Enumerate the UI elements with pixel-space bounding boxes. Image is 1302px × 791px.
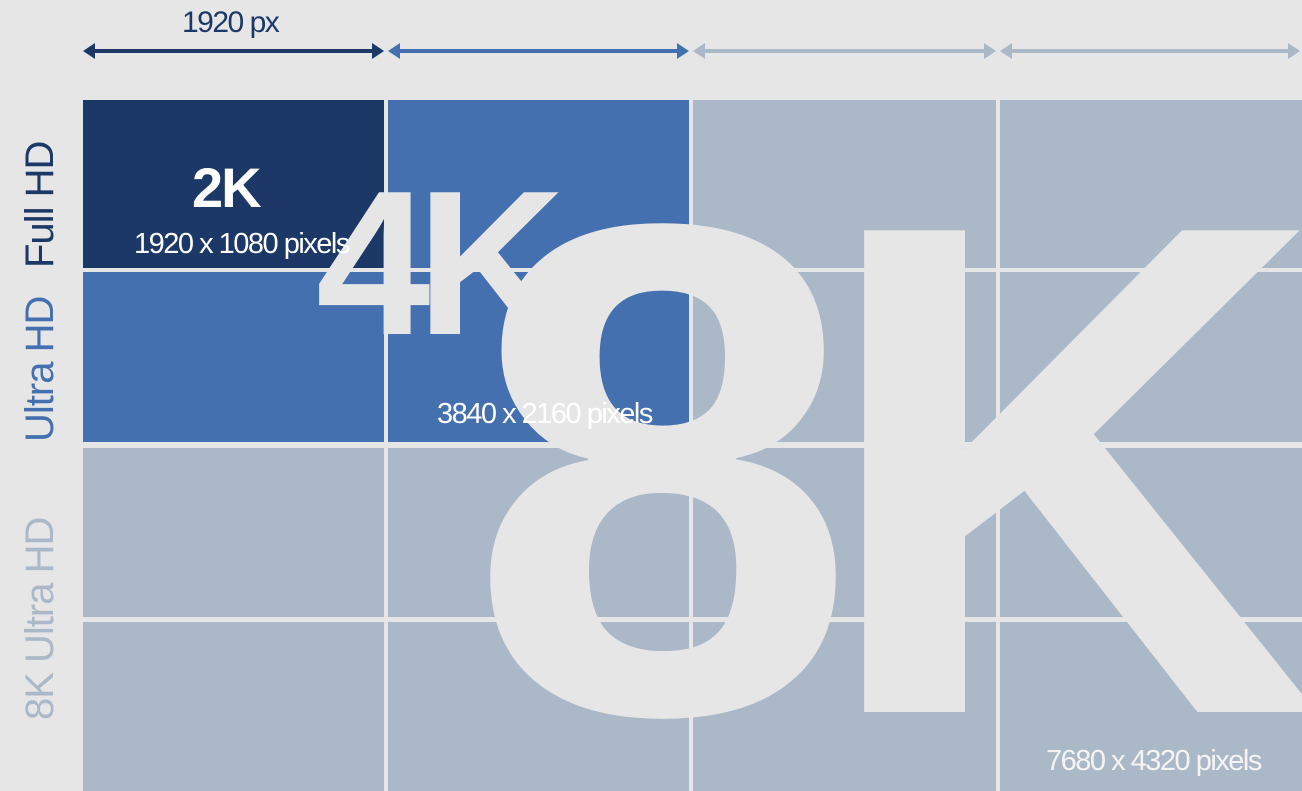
width-arrows — [83, 43, 1300, 59]
tile-8k — [1000, 272, 1302, 442]
label-4k: 4K — [316, 148, 565, 378]
tile-8k — [693, 622, 996, 791]
tile-8k — [388, 622, 689, 791]
width-label: 1920 px — [182, 6, 280, 39]
width-arrow-1 — [83, 43, 384, 59]
tile-8k — [83, 622, 384, 791]
tile-8k — [388, 448, 689, 617]
tile-4k — [388, 272, 689, 442]
side-label-8k-ultra-hd: 8K Ultra HD — [18, 517, 62, 720]
label-8k: 8K — [468, 79, 1302, 791]
tile-8k — [1000, 448, 1302, 617]
tile-2k — [83, 100, 384, 268]
tile-4k — [83, 272, 384, 442]
resolution-4k-caption: 3840 x 2160 pixels — [437, 398, 653, 430]
tile-8k — [83, 448, 384, 617]
side-label-full-hd: Full HD — [18, 141, 62, 268]
tile-8k — [1000, 622, 1302, 791]
width-arrow-4 — [1000, 43, 1300, 59]
width-arrow-3 — [693, 43, 996, 59]
tile-8k — [693, 448, 996, 617]
tile-4k — [388, 100, 689, 268]
tile-8k — [693, 100, 996, 268]
resolution-2k-caption: 1920 x 1080 pixels — [134, 228, 350, 260]
resolution-8k-caption: 7680 x 4320 pixels — [1046, 745, 1262, 777]
side-label-ultra-hd: Ultra HD — [18, 296, 62, 442]
tile-8k — [1000, 100, 1302, 268]
label-2k: 2K — [192, 156, 262, 219]
width-arrow-2 — [388, 43, 689, 59]
tile-8k — [693, 272, 996, 442]
